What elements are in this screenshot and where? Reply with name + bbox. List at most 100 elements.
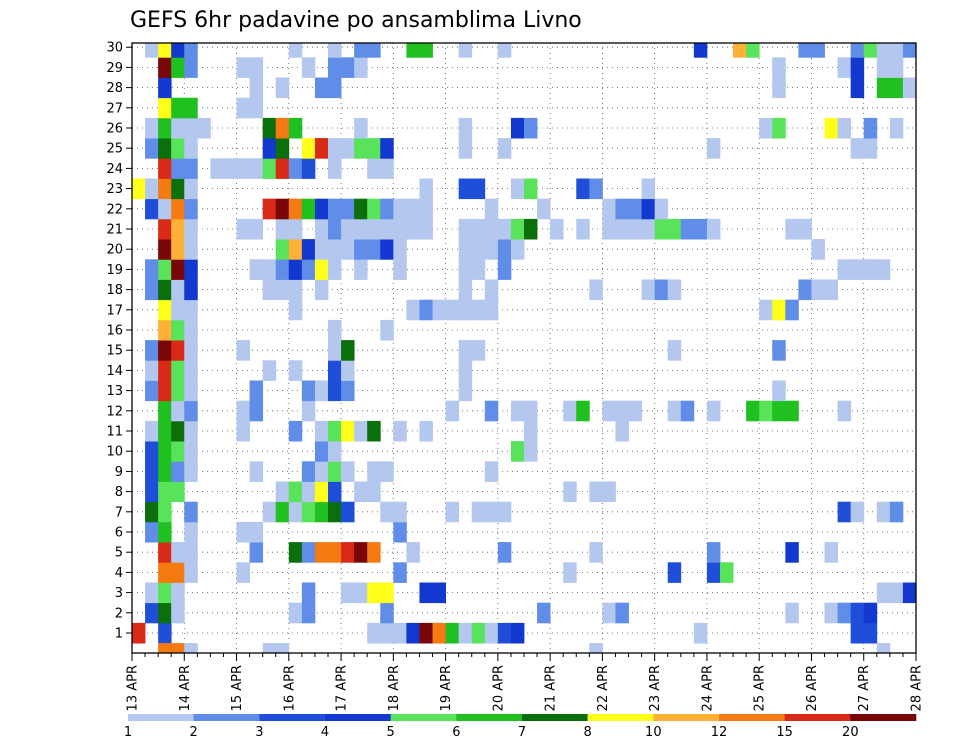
precip-cell bbox=[301, 542, 316, 563]
precip-cell bbox=[184, 542, 198, 563]
y-tick-label: 20 bbox=[106, 243, 123, 258]
precip-cell bbox=[171, 259, 185, 280]
precip-cell bbox=[863, 259, 878, 280]
y-tick-label: 21 bbox=[106, 223, 123, 238]
precip-cell bbox=[158, 400, 172, 422]
precip-cell bbox=[876, 501, 891, 523]
precip-cell bbox=[288, 239, 303, 260]
precip-cell bbox=[772, 299, 786, 321]
x-tick-label: 18 APR bbox=[387, 665, 402, 711]
precip-cell bbox=[328, 380, 342, 402]
precip-cell bbox=[615, 400, 629, 422]
precip-cell bbox=[876, 43, 891, 58]
precip-cell bbox=[497, 259, 512, 280]
precip-cell bbox=[184, 319, 198, 341]
precip-cell bbox=[367, 239, 381, 260]
precip-cell bbox=[314, 279, 329, 301]
y-tick-label: 24 bbox=[106, 162, 123, 177]
precip-cell bbox=[314, 198, 329, 220]
x-tick-label: 19 APR bbox=[439, 665, 454, 711]
precip-cell bbox=[471, 178, 486, 200]
precip-cell bbox=[171, 582, 185, 604]
precip-cell bbox=[628, 400, 642, 422]
precip-cell bbox=[314, 380, 329, 402]
precip-cell bbox=[510, 400, 525, 422]
precip-cell bbox=[158, 178, 172, 200]
precip-cell bbox=[341, 239, 355, 260]
precip-cell bbox=[145, 340, 159, 361]
precip-cell bbox=[158, 380, 172, 402]
precip-cell bbox=[145, 380, 159, 402]
precip-cell bbox=[171, 340, 185, 361]
x-tick-label: 28 APR bbox=[910, 665, 925, 711]
precip-cell bbox=[537, 198, 551, 220]
precip-cell bbox=[354, 218, 368, 240]
precip-cell bbox=[145, 461, 159, 482]
precip-cell bbox=[484, 299, 499, 321]
colorbar-label: 5 bbox=[387, 725, 395, 740]
precip-cell bbox=[314, 218, 329, 240]
precip-cell bbox=[262, 198, 277, 220]
precip-cell bbox=[328, 481, 342, 503]
precip-cell bbox=[171, 461, 185, 482]
precip-cell bbox=[837, 602, 852, 624]
precip-cell bbox=[301, 239, 316, 260]
precip-cell bbox=[432, 299, 446, 321]
precip-cell bbox=[419, 178, 433, 200]
precip-cell bbox=[445, 400, 460, 422]
precip-cell bbox=[328, 218, 342, 240]
precip-cell bbox=[184, 57, 198, 78]
precip-cell bbox=[602, 218, 616, 240]
precip-cell bbox=[850, 602, 865, 624]
precip-cell bbox=[171, 360, 185, 381]
x-tick-label: 27 APR bbox=[857, 665, 872, 711]
precip-cell bbox=[837, 259, 852, 280]
precip-cell bbox=[876, 582, 891, 604]
precip-cell bbox=[328, 461, 342, 482]
precip-cell bbox=[158, 420, 172, 442]
colorbar-swatch bbox=[193, 714, 260, 721]
precip-cell bbox=[275, 279, 290, 301]
precip-cell bbox=[249, 461, 264, 482]
colorbar-label: 6 bbox=[452, 725, 460, 740]
precip-cell bbox=[393, 239, 407, 260]
precip-cell bbox=[341, 420, 355, 442]
y-tick-label: 8 bbox=[115, 485, 123, 500]
precip-cell bbox=[393, 622, 407, 644]
precip-cell bbox=[328, 43, 342, 58]
precip-cell bbox=[471, 340, 486, 361]
precip-cell bbox=[380, 582, 394, 604]
precip-cell bbox=[497, 138, 512, 159]
precip-cell bbox=[275, 481, 290, 503]
precip-cell bbox=[902, 582, 916, 604]
colorbar-label: 7 bbox=[518, 725, 526, 740]
precip-cell bbox=[171, 239, 185, 260]
precip-cell bbox=[380, 602, 394, 624]
precip-cell bbox=[328, 259, 342, 280]
precip-cell bbox=[510, 117, 525, 139]
colorbar-legend: 1 2 3 4 5 6 7 8 10 12 15 20 bbox=[124, 714, 917, 740]
precip-cell bbox=[301, 481, 316, 503]
precip-cell bbox=[301, 259, 316, 280]
precip-cell bbox=[288, 43, 303, 58]
colorbar-label: 2 bbox=[190, 725, 198, 740]
precip-cell bbox=[158, 360, 172, 381]
precip-cell bbox=[328, 340, 342, 361]
precip-cell bbox=[850, 57, 865, 78]
precip-cell bbox=[301, 582, 316, 604]
precip-cell bbox=[132, 178, 146, 200]
precip-cell bbox=[341, 501, 355, 523]
x-tick-label: 24 APR bbox=[700, 665, 715, 711]
precip-cell bbox=[693, 43, 708, 58]
precip-cell bbox=[249, 380, 264, 402]
precip-cell bbox=[171, 178, 185, 200]
precip-cell bbox=[275, 198, 290, 220]
precip-cell bbox=[576, 178, 590, 200]
y-axis: 1234567891011121314151617181920212223242… bbox=[106, 41, 132, 642]
precip-cell bbox=[889, 117, 904, 139]
precip-cell bbox=[171, 279, 185, 301]
precip-cell bbox=[654, 198, 669, 220]
precip-cell bbox=[785, 299, 799, 321]
precip-cell bbox=[288, 602, 303, 624]
